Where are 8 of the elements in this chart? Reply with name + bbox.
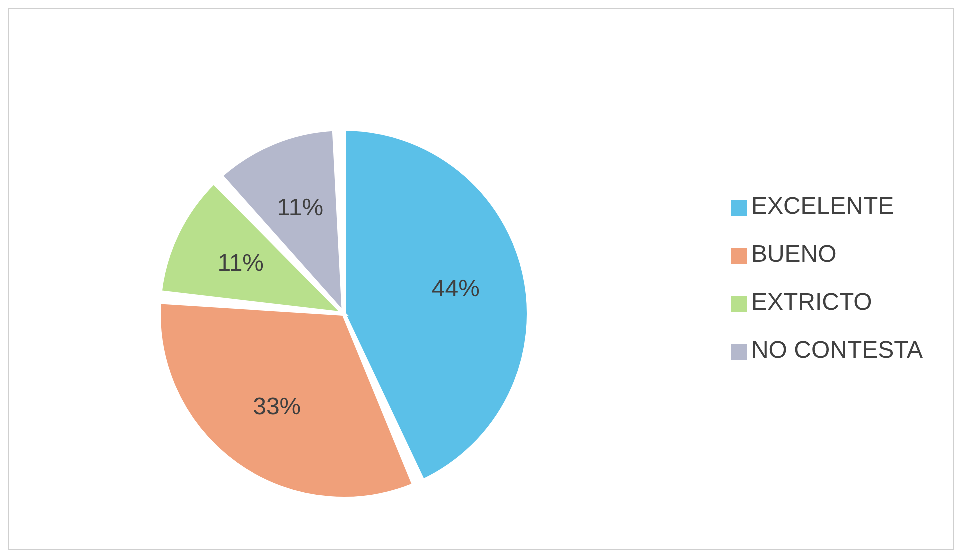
legend-label: BUENO <box>751 241 837 268</box>
data-label: 11% <box>277 194 324 222</box>
legend-label: EXCELENTE <box>751 193 894 220</box>
legend-label: EXTRICTO <box>751 289 872 316</box>
data-label: 44% <box>432 275 480 302</box>
legend-label: NO CONTESTA <box>751 337 923 364</box>
data-label: 11% <box>218 250 264 278</box>
data-label: 33% <box>253 394 302 421</box>
